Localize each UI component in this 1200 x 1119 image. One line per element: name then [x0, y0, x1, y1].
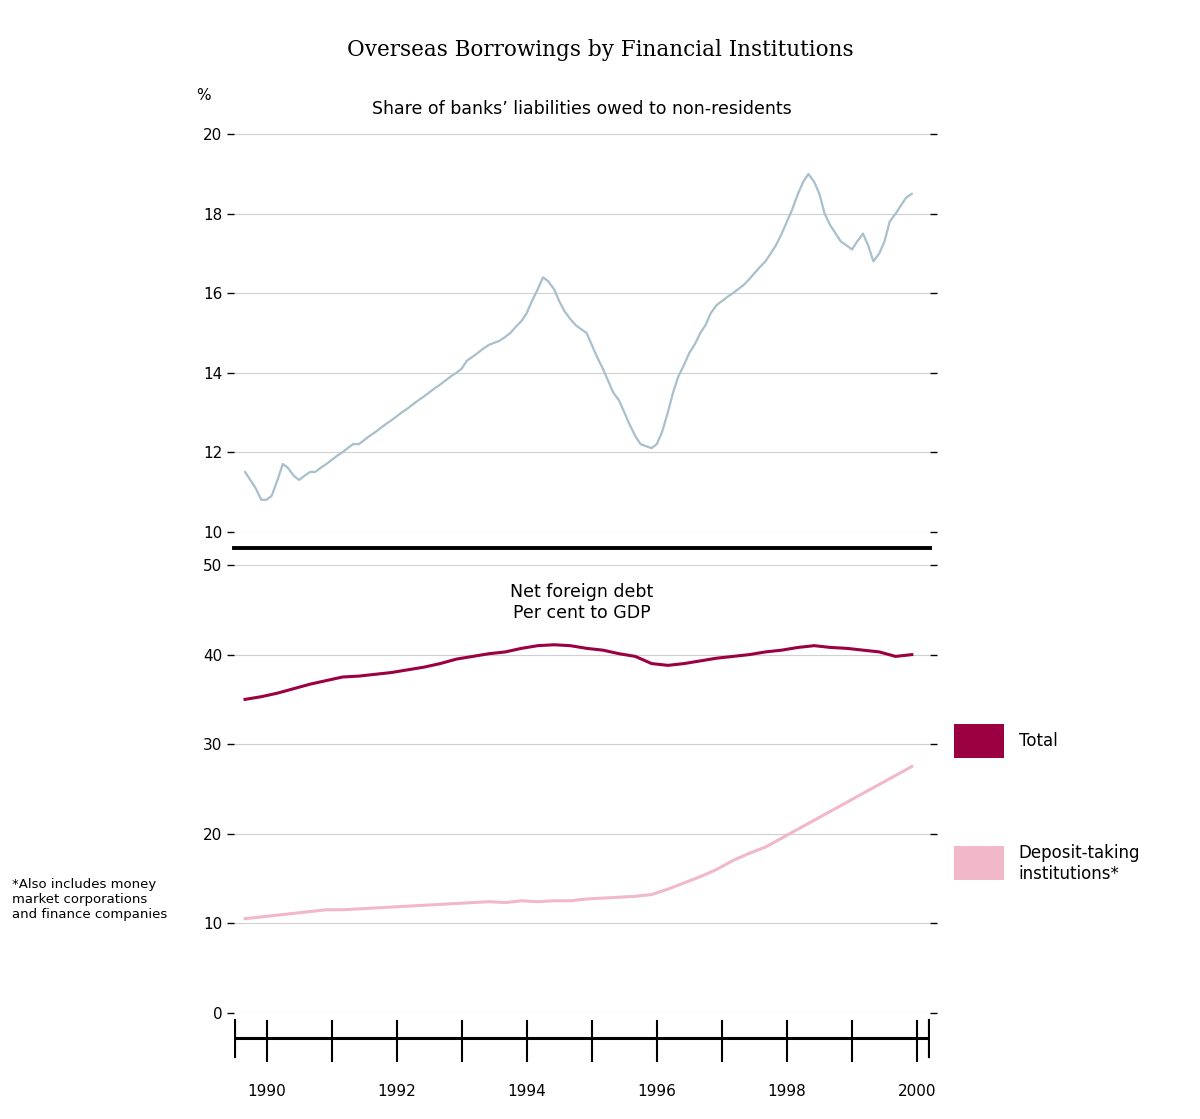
Text: 1996: 1996	[637, 1083, 677, 1099]
Text: 1998: 1998	[768, 1083, 806, 1099]
Text: Net foreign debt
Per cent to GDP: Net foreign debt Per cent to GDP	[510, 583, 654, 622]
Text: Share of banks’ liabilities owed to non-residents: Share of banks’ liabilities owed to non-…	[372, 101, 792, 119]
Text: Deposit-taking
institutions*: Deposit-taking institutions*	[1019, 844, 1140, 883]
Text: Total: Total	[1019, 732, 1057, 750]
Text: %: %	[196, 87, 210, 103]
Text: 1994: 1994	[508, 1083, 546, 1099]
Text: 1990: 1990	[247, 1083, 286, 1099]
Text: 1992: 1992	[377, 1083, 416, 1099]
Text: 2000: 2000	[898, 1083, 936, 1099]
Text: *Also includes money
market corporations
and finance companies: *Also includes money market corporations…	[12, 878, 167, 921]
Text: Overseas Borrowings by Financial Institutions: Overseas Borrowings by Financial Institu…	[347, 39, 853, 62]
